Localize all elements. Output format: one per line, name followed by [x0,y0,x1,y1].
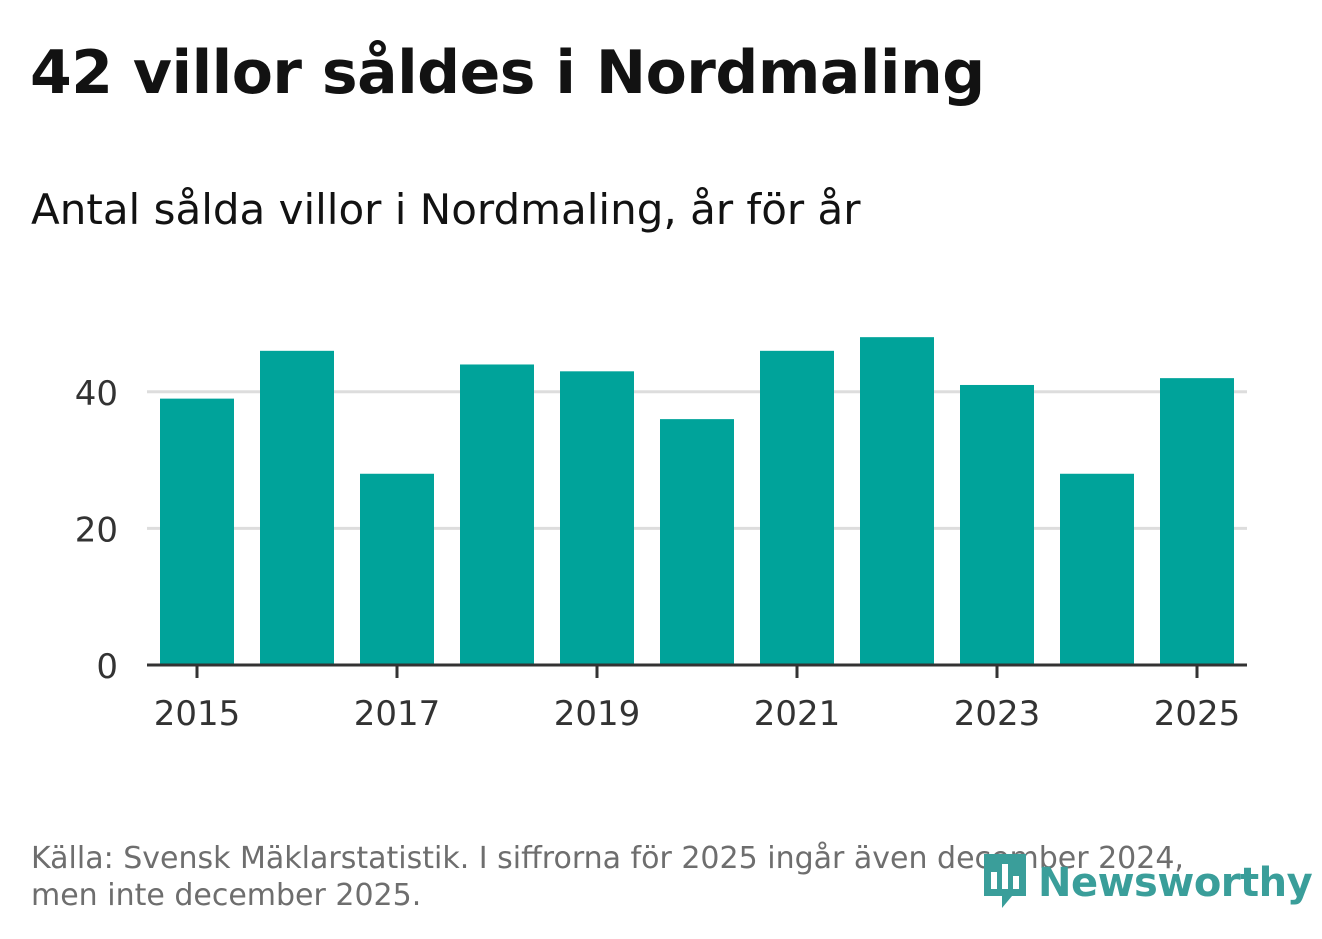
bar-2018 [460,364,534,665]
x-tick-label-2021: 2021 [754,694,841,734]
axes: 0 20 40 2015 2017 2019 2021 2023 2025 [75,374,1247,734]
chart-title: 42 villor såldes i Nordmaling [30,38,985,108]
y-tick-label-20: 20 [75,510,118,550]
bar-chart-bubble-icon [980,850,1030,916]
bar-2019 [560,371,634,665]
bar-2020 [660,419,734,665]
bar-2022 [860,337,934,665]
bar-2016 [260,350,334,665]
y-tick-label-40: 40 [75,374,118,414]
bar-2021 [760,350,834,665]
y-tick-label-0: 0 [96,647,118,687]
bar-2025 [1160,378,1234,665]
bar-chart: 0 20 40 2015 2017 2019 2021 2023 2025 [75,337,1247,734]
chart-subtitle: Antal sålda villor i Nordmaling, år för … [31,185,861,234]
x-tick-label-2015: 2015 [154,694,241,734]
bar-2017 [360,473,434,665]
x-tick-label-2023: 2023 [954,694,1041,734]
bar-2024 [1060,473,1134,665]
logo-text: Newsworthy [1038,860,1313,906]
x-tick-label-2017: 2017 [354,694,441,734]
source-line-2: men inte december 2025. [31,878,422,913]
bar-2023 [960,384,1034,665]
newsworthy-logo: Newsworthy [980,850,1313,916]
x-tick-label-2025: 2025 [1154,694,1241,734]
bar-2015 [160,398,234,665]
x-tick-label-2019: 2019 [554,694,641,734]
bars [160,337,1234,665]
